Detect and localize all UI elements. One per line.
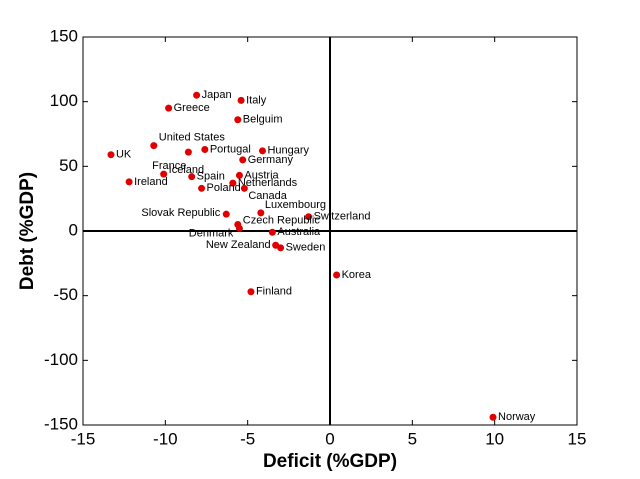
x-tick-label: 0	[325, 429, 334, 448]
y-axis-title: Debt (%GDP)	[17, 172, 38, 290]
point-label: Austria	[244, 169, 279, 181]
x-tick-label: 10	[485, 429, 504, 448]
point-label: Switzerland	[314, 211, 371, 223]
point-label: Italy	[246, 94, 267, 106]
y-tick-label: -150	[44, 414, 78, 433]
point-label: Korea	[342, 269, 372, 281]
x-tick-label: 5	[408, 429, 417, 448]
point-label: Finland	[256, 286, 292, 298]
point-label: Spain	[197, 171, 225, 183]
x-tick-label: 15	[568, 429, 587, 448]
point-label: Japan	[202, 89, 232, 101]
point	[229, 179, 237, 187]
point-label: Luxembourg	[265, 199, 326, 211]
point	[165, 104, 173, 112]
point	[239, 156, 247, 164]
point-label: United States	[159, 132, 226, 144]
point	[305, 213, 313, 221]
point	[268, 228, 276, 236]
point-label: Greece	[174, 102, 210, 114]
y-tick-label: 50	[59, 156, 78, 175]
point-label: Poland	[207, 182, 241, 194]
point-label: UK	[116, 149, 132, 161]
point-label: New Zealand	[206, 239, 271, 251]
point	[333, 271, 341, 279]
point-label: Australia	[277, 226, 321, 238]
point	[193, 91, 201, 99]
point-label: Norway	[498, 411, 536, 423]
x-tick-label: -15	[71, 429, 96, 448]
point	[107, 151, 115, 159]
point	[258, 147, 266, 155]
point	[125, 178, 133, 186]
point-label: Hungary	[267, 145, 309, 157]
y-tick-label: -50	[53, 285, 78, 304]
point-label: Sweden	[286, 242, 326, 254]
point-label: Ireland	[134, 176, 168, 188]
point-label: Canada	[248, 190, 287, 202]
point	[160, 170, 168, 178]
point	[188, 173, 196, 181]
point	[201, 146, 209, 154]
point	[235, 171, 243, 179]
point	[234, 116, 242, 124]
y-tick-label: 150	[50, 26, 78, 45]
point-label: Portugal	[210, 143, 251, 155]
point	[222, 210, 230, 218]
point	[277, 244, 285, 252]
point	[235, 224, 243, 232]
y-tick-label: 100	[50, 91, 78, 110]
point-label: Denmark	[189, 227, 234, 239]
point	[150, 142, 158, 150]
point-label: Netherlands	[238, 177, 298, 189]
x-axis-title: Deficit (%GDP)	[263, 451, 397, 472]
x-tick-label: -10	[153, 429, 178, 448]
point-label: Germany	[248, 154, 294, 166]
point-label: Slovak Republic	[141, 207, 220, 219]
point	[489, 413, 497, 421]
y-tick-label: -100	[44, 350, 78, 369]
point-label: Czech Republic	[243, 214, 321, 226]
point	[240, 184, 248, 192]
point-label: France	[152, 160, 186, 172]
y-tick-label: 0	[69, 220, 78, 239]
point-label: Belguim	[243, 114, 283, 126]
point	[198, 184, 206, 192]
point	[257, 209, 265, 217]
point-label: Iceland	[169, 164, 204, 176]
x-tick-label: -5	[240, 429, 255, 448]
point	[237, 96, 245, 104]
point	[247, 288, 255, 296]
point	[184, 148, 192, 156]
